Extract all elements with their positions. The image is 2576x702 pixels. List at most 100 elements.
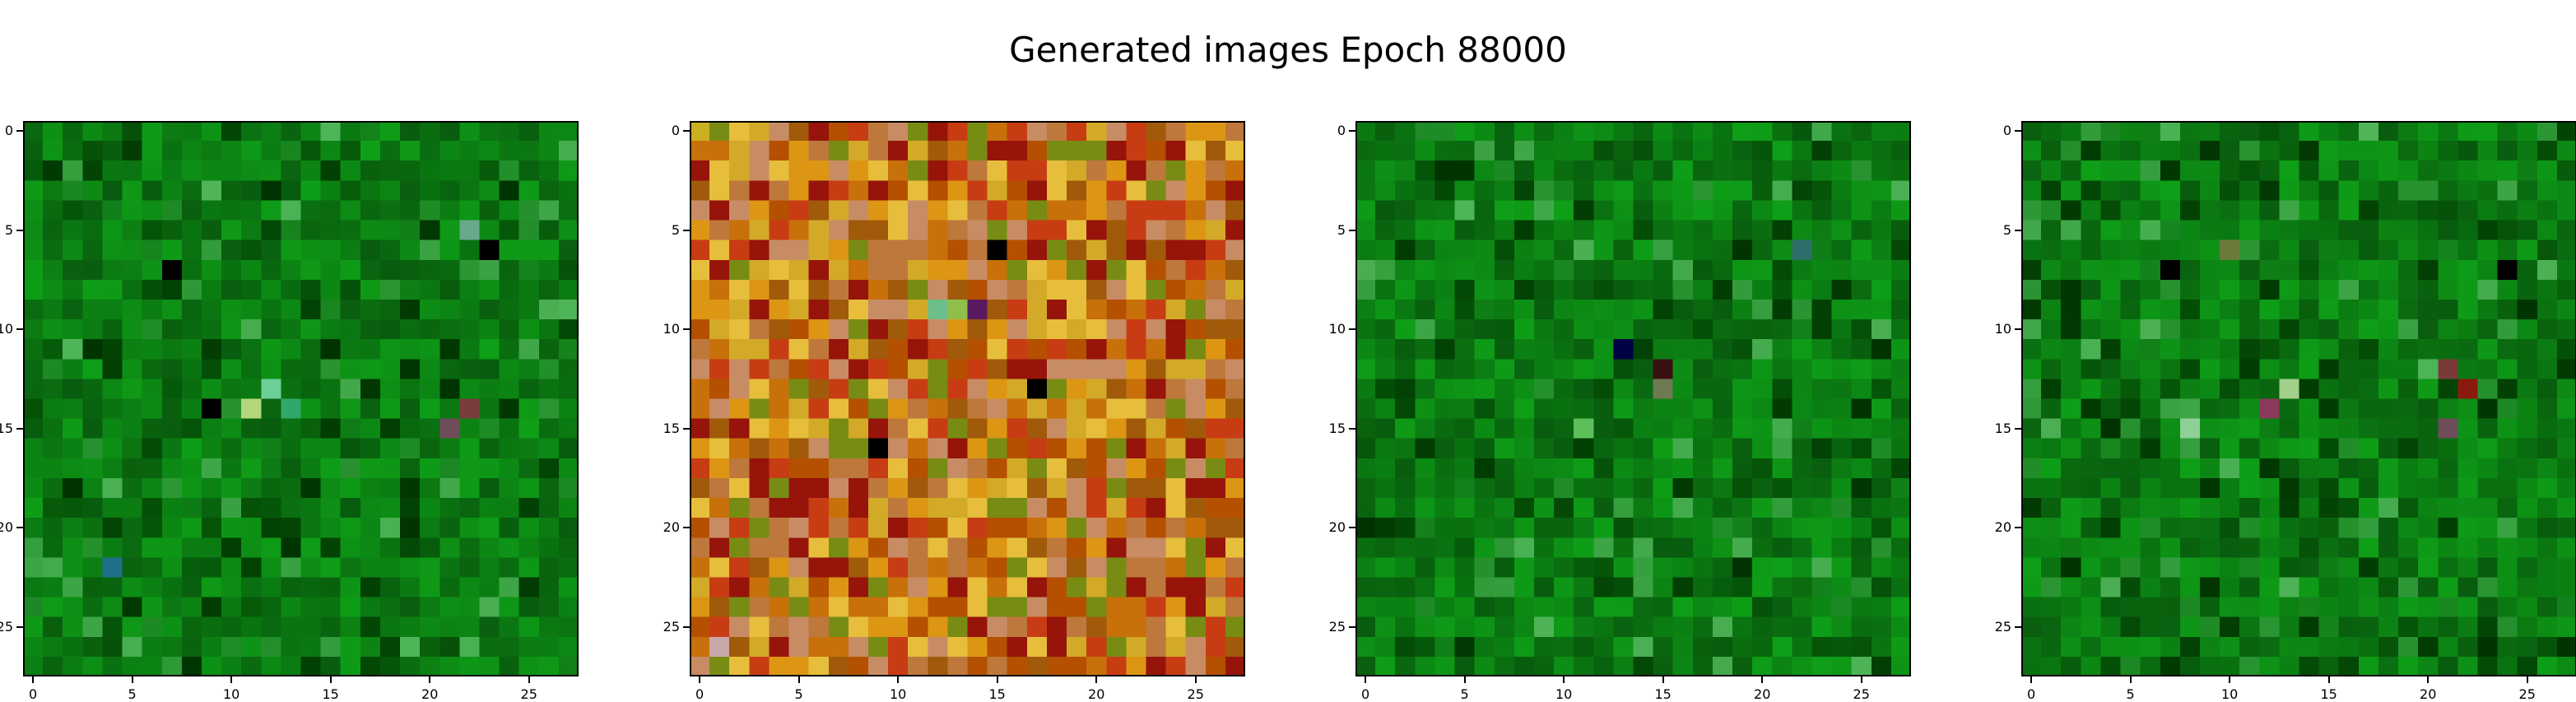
y-tick-label: 15 [1328,420,1346,436]
y-tick-label: 20 [0,519,13,536]
x-tick-label: 5 [2126,686,2135,702]
y-tick-mark [1349,527,1355,529]
y-tick-label: 0 [1337,123,1346,139]
x-tick-label: 5 [1460,686,1469,702]
x-tick-mark [1194,676,1197,683]
y-tick-label: 5 [1337,221,1346,238]
x-tick-mark [1860,676,1862,683]
x-tick-mark [2030,676,2033,683]
y-tick-mark [683,625,690,628]
y-tick-label: 25 [663,618,680,635]
y-tick-mark [2015,328,2021,331]
y-tick-mark [16,625,23,628]
x-tick-label: 20 [421,686,439,702]
image-panel-3: 0 5 10 15 20 25 0 5 10 15 20 25 [1329,121,1911,701]
x-tick-label: 15 [1654,686,1672,702]
y-tick-mark [2015,427,2021,430]
x-tick-label: 25 [520,686,537,702]
y-tick-label: 0 [2002,123,2011,139]
y-tick-mark [1349,130,1355,132]
y-tick-label: 20 [663,519,680,536]
generated-image-1 [23,121,579,676]
x-tick-mark [2427,676,2430,683]
y-tick-mark [2015,527,2021,529]
y-tick-mark [1349,427,1355,430]
y-tick-label: 0 [671,123,680,139]
y-tick-mark [16,229,23,231]
x-tick-mark [1662,676,1664,683]
y-tick-mark [2015,625,2021,628]
y-tick-label: 20 [1328,519,1346,536]
x-tick-label: 10 [1555,686,1573,702]
y-tick-mark [683,130,690,132]
x-tick-mark [131,676,133,683]
y-tick-mark [683,527,690,529]
x-tick-mark [1365,676,1367,683]
y-tick-mark [2015,229,2021,231]
generated-image-3 [1355,121,1911,676]
x-tick-label: 15 [322,686,339,702]
figure-title: Generated images Epoch 88000 [1009,30,1567,70]
y-tick-mark [2015,130,2021,132]
x-tick-mark [2129,676,2132,683]
x-tick-mark [2526,676,2528,683]
x-tick-label: 5 [794,686,803,702]
x-tick-mark [2327,676,2330,683]
x-tick-mark [797,676,800,683]
image-panel-4: 0 5 10 15 20 25 0 5 10 15 20 25 [1995,121,2576,701]
y-tick-label: 25 [0,618,13,635]
x-tick-label: 25 [2518,686,2536,702]
x-tick-label: 20 [1754,686,1771,702]
x-tick-label: 0 [1360,686,1370,702]
y-tick-label: 10 [0,321,13,337]
y-tick-mark [16,527,23,529]
x-tick-label: 0 [28,686,38,702]
y-tick-label: 10 [1994,321,2011,337]
y-tick-label: 25 [1328,618,1346,635]
x-tick-label: 0 [2026,686,2036,702]
y-tick-mark [683,427,690,430]
y-tick-mark [16,328,23,331]
generated-image-2 [690,121,1245,676]
y-tick-label: 5 [2002,221,2011,238]
x-tick-mark [2229,676,2231,683]
y-tick-label: 25 [1994,618,2011,635]
x-tick-mark [1761,676,1764,683]
x-tick-mark [897,676,900,683]
x-tick-label: 10 [889,686,907,702]
y-tick-mark [1349,229,1355,231]
y-tick-label: 10 [663,321,680,337]
x-tick-label: 5 [128,686,137,702]
y-tick-mark [683,328,690,331]
y-tick-label: 15 [663,420,680,436]
x-tick-label: 10 [222,686,240,702]
x-tick-label: 15 [988,686,1006,702]
x-tick-mark [230,676,233,683]
x-tick-label: 0 [695,686,704,702]
x-tick-mark [1095,676,1098,683]
x-tick-label: 15 [2320,686,2337,702]
y-tick-mark [1349,328,1355,331]
y-tick-label: 20 [1994,519,2011,536]
x-tick-mark [1563,676,1565,683]
y-tick-label: 15 [1994,420,2011,436]
y-tick-mark [16,427,23,430]
y-tick-label: 15 [0,420,13,436]
y-tick-label: 0 [4,123,13,139]
x-tick-label: 25 [1187,686,1204,702]
x-tick-mark [429,676,431,683]
x-tick-mark [1463,676,1466,683]
x-tick-mark [699,676,701,683]
y-tick-label: 10 [1328,321,1346,337]
x-tick-mark [996,676,998,683]
y-tick-mark [683,229,690,231]
image-panel-2: 0 5 10 15 20 25 0 5 10 15 20 25 [663,121,1245,701]
x-tick-label: 20 [2420,686,2437,702]
x-tick-label: 20 [1088,686,1105,702]
x-tick-mark [329,676,332,683]
y-tick-label: 5 [671,221,680,238]
x-tick-mark [528,676,530,683]
y-tick-mark [16,130,23,132]
x-tick-label: 25 [1853,686,1870,702]
x-tick-label: 10 [2220,686,2239,702]
